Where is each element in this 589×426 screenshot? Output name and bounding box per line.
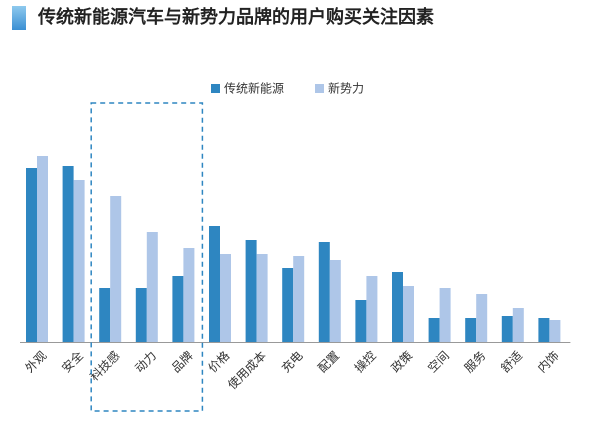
x-tick-label: 安全	[58, 348, 86, 376]
bar-traditional-11	[428, 318, 440, 342]
bar-new-4	[183, 248, 195, 342]
bar-new-3	[146, 232, 158, 342]
bar-new-0	[37, 156, 48, 342]
bar-new-8	[329, 260, 341, 342]
bar-traditional-2	[99, 288, 111, 342]
highlight-box	[90, 102, 204, 412]
bar-new-11	[439, 288, 451, 342]
x-tick-label: 使用成本	[224, 348, 269, 393]
x-tick-label: 动力	[132, 348, 159, 375]
bar-new-5	[220, 254, 231, 342]
legend-label-traditional: 传统新能源	[224, 81, 284, 96]
bar-traditional-14	[538, 318, 550, 342]
x-tick-label: 品牌	[169, 348, 196, 375]
bar-new-1	[73, 180, 85, 342]
bar-new-12	[476, 294, 488, 342]
x-tick-label: 价格	[205, 348, 233, 376]
bar-new-14	[549, 320, 561, 342]
bar-new-7	[293, 256, 305, 342]
x-tick-label: 政策	[388, 348, 415, 375]
x-tick-label: 服务	[461, 348, 489, 376]
bar-traditional-4	[172, 276, 184, 342]
bar-new-6	[256, 254, 268, 342]
x-tick-label: 配置	[315, 348, 342, 375]
title-marker-icon	[12, 6, 26, 30]
x-tick-label: 外观	[22, 348, 49, 375]
x-tick-label: 充电	[278, 348, 306, 376]
legend-swatch-new	[315, 84, 324, 93]
bar-traditional-3	[135, 288, 147, 342]
x-tick-label: 操控	[351, 348, 379, 376]
bar-traditional-8	[318, 242, 330, 342]
bar-new-13	[512, 308, 524, 342]
x-tick-label: 内饰	[535, 348, 562, 375]
bar-traditional-5	[209, 226, 220, 342]
x-tick-label: 舒适	[498, 348, 525, 375]
bar-new-2	[110, 196, 122, 342]
x-tick-label: 空间	[425, 348, 452, 375]
bar-new-9	[366, 276, 378, 342]
bar-traditional-13	[501, 316, 513, 342]
bar-traditional-0	[26, 168, 37, 342]
legend: 传统新能源 新势力	[211, 81, 364, 96]
bar-traditional-6	[245, 240, 257, 342]
bars-layer	[26, 156, 561, 342]
legend-label-new: 新势力	[328, 81, 364, 96]
bar-traditional-10	[392, 272, 403, 342]
legend-swatch-traditional	[211, 84, 220, 93]
bar-traditional-12	[465, 318, 477, 342]
bar-new-10	[403, 286, 414, 342]
bar-traditional-7	[282, 268, 294, 342]
bar-traditional-9	[355, 300, 367, 342]
bar-traditional-1	[62, 166, 74, 342]
page-title: 传统新能源汽车与新势力品牌的用户购买关注因素	[38, 7, 434, 28]
